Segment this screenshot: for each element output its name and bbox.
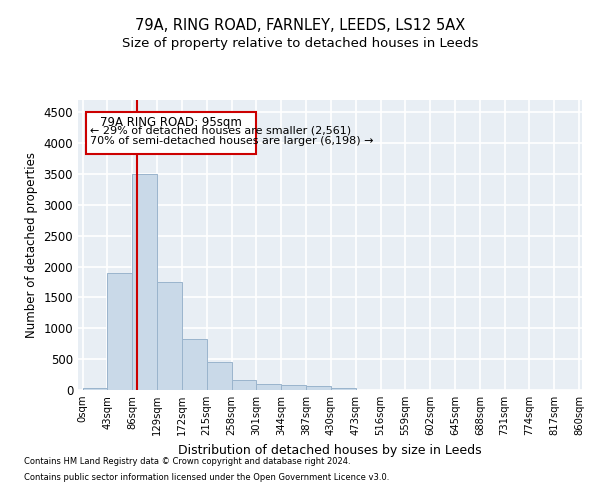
Bar	[83, 388, 107, 390]
Text: Contains HM Land Registry data © Crown copyright and database right 2024.: Contains HM Land Registry data © Crown c…	[24, 458, 350, 466]
Bar	[107, 273, 132, 390]
Bar	[132, 174, 157, 390]
Text: Size of property relative to detached houses in Leeds: Size of property relative to detached ho…	[122, 38, 478, 51]
Bar	[256, 384, 281, 390]
Bar	[306, 386, 331, 390]
Text: 79A, RING ROAD, FARNLEY, LEEDS, LS12 5AX: 79A, RING ROAD, FARNLEY, LEEDS, LS12 5AX	[135, 18, 465, 32]
Text: Contains public sector information licensed under the Open Government Licence v3: Contains public sector information licen…	[24, 472, 389, 482]
Text: 79A RING ROAD: 95sqm: 79A RING ROAD: 95sqm	[100, 116, 242, 129]
Bar	[281, 385, 306, 390]
Y-axis label: Number of detached properties: Number of detached properties	[25, 152, 38, 338]
Bar	[331, 388, 356, 390]
Bar	[232, 380, 256, 390]
Bar	[157, 282, 182, 390]
X-axis label: Distribution of detached houses by size in Leeds: Distribution of detached houses by size …	[178, 444, 482, 456]
Bar	[182, 339, 207, 390]
FancyBboxPatch shape	[86, 112, 256, 154]
Text: 70% of semi-detached houses are larger (6,198) →: 70% of semi-detached houses are larger (…	[90, 136, 374, 146]
Text: ← 29% of detached houses are smaller (2,561): ← 29% of detached houses are smaller (2,…	[90, 126, 351, 136]
Bar	[207, 362, 232, 390]
